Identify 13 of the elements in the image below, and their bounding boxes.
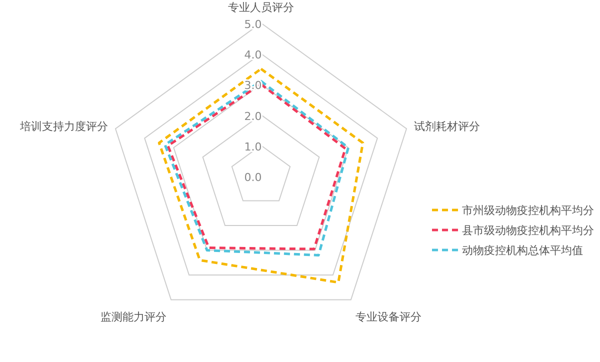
spoke-label: 试剂耗材评分 <box>414 120 480 134</box>
spoke-label: 监测能力评分 <box>100 310 166 324</box>
y-tick-label: 1.0 <box>244 140 262 154</box>
y-tick-label: 2.0 <box>244 110 262 123</box>
legend-label: 动物疫控机构总体平均值 <box>462 244 583 257</box>
y-tick-label: 4.0 <box>244 48 262 62</box>
spoke-label: 专业设备评分 <box>356 310 422 324</box>
y-tick-label: 5.0 <box>244 18 262 31</box>
y-tick-label: 0.0 <box>244 171 262 184</box>
legend-label: 市州级动物疫控机构平均分 <box>462 204 594 217</box>
legend-label: 县市级动物疫控机构平均分 <box>462 224 594 237</box>
spoke-label: 专业人员评分 <box>228 1 294 14</box>
spoke-label: 培训支持力度评分 <box>18 120 108 134</box>
